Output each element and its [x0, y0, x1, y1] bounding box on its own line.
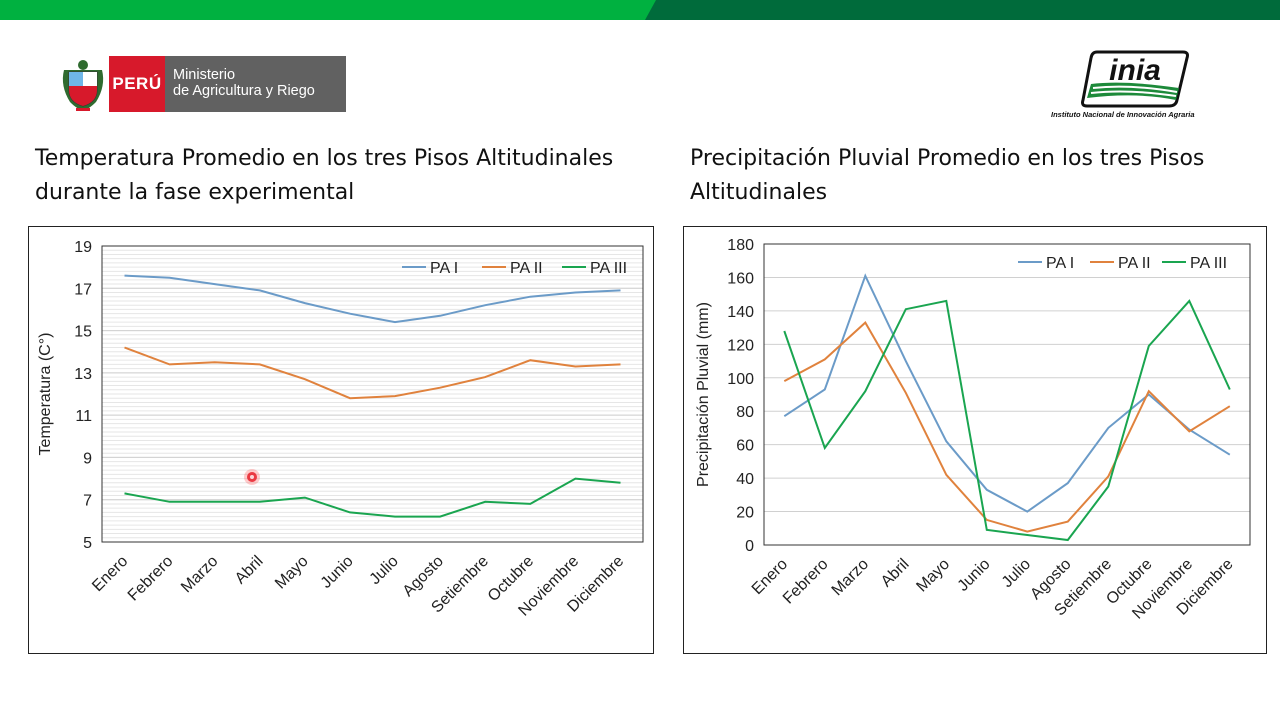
inia-caption: Instituto Nacional de Innovación Agraria	[1051, 110, 1195, 119]
precipitation-heading: Precipitación Pluvial Promedio en los tr…	[690, 142, 1260, 210]
x-tick-label: Enero	[89, 553, 131, 595]
y-tick-label: 80	[736, 404, 754, 421]
ministry-name: Ministerio de Agricultura y Riego	[165, 56, 346, 112]
x-tick-label: Mayo	[272, 553, 312, 593]
legend-label: PA I	[430, 260, 458, 277]
cursor-highlight-icon	[244, 469, 260, 485]
x-tick-label: Mayo	[913, 556, 953, 596]
y-tick-label: 60	[736, 438, 754, 455]
series-line	[783, 321, 1231, 533]
ministry-line-2: de Agricultura y Riego	[173, 83, 315, 99]
x-tick-label: Febrero	[780, 556, 832, 608]
y-tick-label: 11	[75, 408, 92, 425]
x-tick-label: Junio	[318, 553, 357, 592]
x-tick-label: Abril	[878, 556, 913, 591]
top-accent-bar	[0, 0, 1280, 20]
y-tick-label: 20	[736, 505, 754, 522]
precipitation-heading-line-2: Altitudinales	[690, 180, 828, 205]
y-tick-label: 19	[74, 239, 92, 256]
y-tick-label: 160	[727, 270, 754, 287]
peru-label: PERÚ	[109, 56, 165, 112]
series-line	[124, 477, 621, 518]
y-tick-label: 180	[727, 237, 754, 254]
y-tick-label: 5	[83, 535, 92, 552]
inia-logo-text: inia	[1109, 54, 1161, 87]
y-tick-label: 140	[727, 304, 754, 321]
inia-logo: inia Instituto Nacional de Innovación Ag…	[1045, 48, 1230, 124]
precipitation-heading-line-1: Precipitación Pluvial Promedio en los tr…	[690, 146, 1205, 171]
x-tick-label: Julio	[367, 553, 402, 588]
precipitation-chart-frame: 0 20 40 60 80 100 120 140 160 180 Enero Febrero Marz…	[683, 226, 1267, 654]
legend-label: PA II	[510, 260, 543, 277]
x-tick-label: Marzo	[178, 553, 222, 597]
peru-coat-of-arms-icon	[62, 60, 104, 111]
temperature-chart-frame: 5 7 9 11 13 15 17 19 Enero Febrero Marzo Abril Mayo J…	[28, 226, 654, 654]
plot-area	[101, 245, 644, 543]
temperature-heading: Temperatura Promedio en los tres Pisos A…	[35, 142, 655, 210]
legend-label: PA II	[1118, 255, 1151, 272]
temperature-heading-line-2: durante la fase experimental	[35, 180, 355, 205]
x-tick-label: Junio	[955, 556, 994, 595]
y-axis-label: Temperatura (C°)	[37, 333, 54, 456]
precipitation-chart: 020406080100120140160180EneroFebreroMarz…	[695, 237, 1251, 623]
y-tick-label: 40	[736, 471, 754, 488]
y-tick-label: 0	[745, 538, 754, 555]
ministry-line-1: Ministerio	[173, 67, 236, 83]
y-tick-label: 13	[74, 366, 92, 383]
series-line	[783, 273, 1231, 513]
series-line	[124, 346, 621, 400]
series-line	[783, 299, 1231, 542]
temperature-heading-line-1: Temperatura Promedio en los tres Pisos A…	[35, 146, 614, 171]
inia-badge-icon: inia	[1081, 50, 1189, 108]
legend-label: PA III	[1190, 255, 1227, 272]
y-axis-label: Precipitación Pluvial (mm)	[695, 302, 712, 487]
x-tick-label: Marzo	[829, 556, 873, 600]
y-tick-label: 120	[727, 337, 754, 354]
x-tick-label: Julio	[999, 556, 1034, 591]
ministry-logo: PERÚ Ministerio de Agricultura y Riego	[60, 56, 350, 112]
legend-label: PA I	[1046, 255, 1074, 272]
x-tick-label: Febrero	[125, 553, 177, 605]
y-tick-label: 7	[83, 493, 92, 510]
x-tick-label: Abril	[232, 553, 267, 588]
plot-area	[763, 243, 1251, 546]
y-tick-label: 17	[74, 281, 92, 298]
y-tick-label: 15	[74, 324, 92, 341]
legend-label: PA III	[590, 260, 627, 277]
y-tick-label: 9	[83, 450, 92, 467]
series-line	[124, 274, 621, 324]
y-tick-label: 100	[727, 371, 754, 388]
